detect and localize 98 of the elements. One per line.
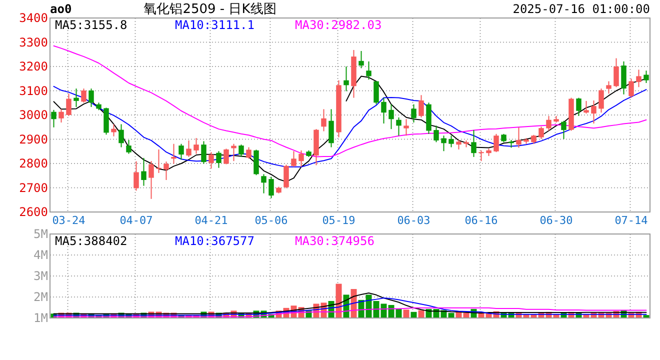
candlestick [404,118,409,136]
candlestick [164,161,169,180]
line-series [53,307,647,318]
candlestick [118,124,124,148]
candlestick [478,150,484,162]
text: MA10:367577 [175,234,254,248]
candlestick [201,140,206,164]
x-tick-label: 05-06 [254,214,288,227]
candlestick [216,150,222,168]
candlestick [66,93,72,116]
candlestick [358,50,364,69]
candlestick [628,78,634,98]
y-tick-label: 3400 [19,11,48,25]
candlestick [441,135,446,152]
candlestick [171,143,176,164]
x-tick-label: 06-16 [464,214,498,227]
candlestick [178,143,184,160]
candlestick [516,126,522,148]
candlestick [396,116,402,136]
y-tick-label: 3200 [19,60,48,74]
candlestick [471,130,476,158]
candlestick [321,108,326,132]
candlestick [291,150,296,168]
candlestick [418,94,424,118]
candlestick [74,88,79,108]
y-tick-label: 2900 [19,132,48,146]
text: MA30:2982.03 [295,18,382,32]
candlestick [344,66,349,92]
y-tick-label: 2800 [19,156,48,170]
y-tick-label: 2M [34,290,48,304]
text: ao0 [50,2,72,16]
candlestick [81,88,86,104]
candlestick [224,148,229,165]
candlestick [284,164,289,189]
text: 2025-07-16 01:00:00 [512,2,650,16]
candlestick [194,138,199,154]
candlestick [148,160,154,200]
candlestick [621,60,626,95]
candlestick [58,108,64,124]
candlestick [381,97,386,124]
y-tick-label: 3M [34,269,48,283]
candlestick [328,108,334,148]
candlestick [246,146,252,160]
candlestick [538,126,544,140]
y-tick-label: 2600 [19,205,48,219]
candlestick [494,133,499,153]
x-tick-label: 06-03 [397,214,430,227]
candlestick [448,135,454,148]
candlestick [298,150,304,168]
candlestick [434,125,439,143]
y-tick-label: 2700 [19,180,48,195]
text: MA10:3111.1 [175,18,254,32]
text: MA5:388402 [55,234,128,248]
candlestick [561,120,566,140]
candlestick [51,109,56,128]
y-tick-label: 3100 [19,84,48,98]
candlestick [456,139,462,150]
line-series [53,298,647,316]
candlestick [254,149,259,176]
y-tick-label: 1M [34,311,48,325]
candlestick [208,152,214,170]
candlestick [598,88,604,114]
candlestick [374,80,379,105]
candlestick [366,60,372,80]
candlestick [591,100,596,124]
candlestick [261,174,266,194]
y-tick-label: 5M [34,227,48,241]
candlestick [584,100,589,114]
candlestick [111,124,116,137]
candlestick [388,104,394,130]
candlestick [141,157,146,186]
x-tick-label: 04-21 [194,214,228,227]
candlestick [238,144,244,158]
candlestick [186,140,192,158]
text: MA30:374956 [295,234,374,248]
text: MA5:3155.8 [55,18,128,32]
chart-title: 氧化铝2509 - 日K线图 [144,2,276,17]
candlestick [411,104,416,124]
candlestick [546,115,552,132]
y-tick-label: 3000 [19,108,48,122]
candlestick [268,176,274,199]
candlestick [606,80,612,94]
line-series [53,292,647,314]
candlestick [126,139,132,154]
candlestick [134,160,139,192]
x-tick-label: 07-14 [614,214,648,227]
y-tick-label: 4M [34,248,48,262]
x-tick-label: 03-24 [52,214,86,227]
candlestick [636,69,642,88]
x-tick-label: 04-07 [120,214,153,227]
candlestick [88,88,94,108]
x-tick-label: 06-30 [540,214,573,227]
candlestick [614,58,619,88]
candlestick [576,97,582,116]
x-tick-label: 05-19 [322,214,356,227]
candlestick [156,148,162,174]
y-tick-label: 3300 [19,35,48,50]
candlestick [644,70,649,84]
